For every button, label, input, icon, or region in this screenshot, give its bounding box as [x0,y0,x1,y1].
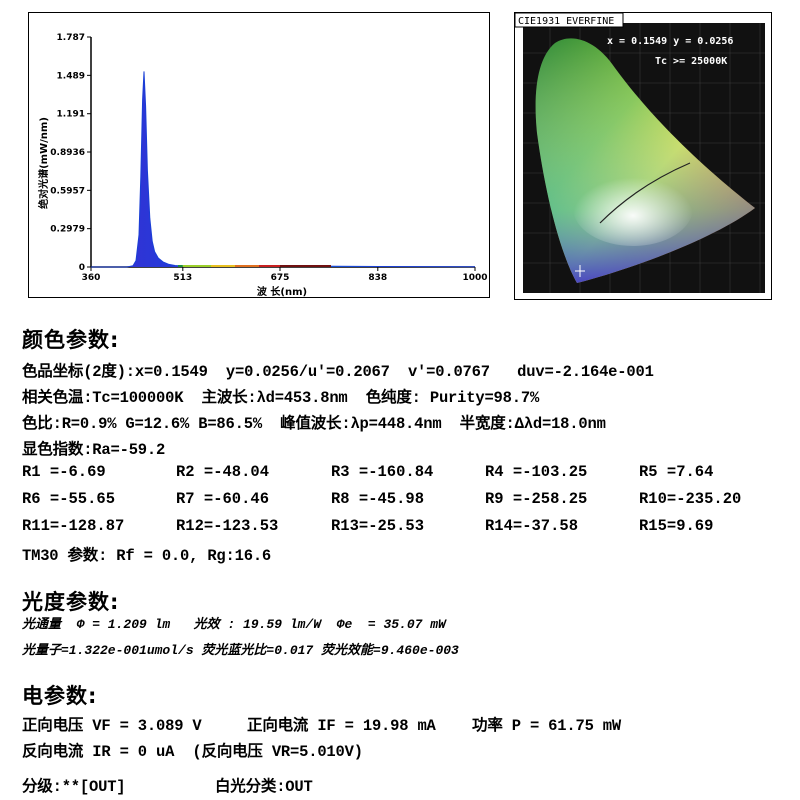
chromaticity-line: 色品坐标(2度):x=0.1549 y=0.0256/u'=0.2067 v'=… [22,363,654,381]
spectrum-svg: 绝对光谱(mW/nm) 波 长(nm) 1.787 1.489 1.191 0.893… [37,33,488,298]
r-value: R9 =-258.25 [485,490,588,508]
color-section-title: 颜色参数: [22,328,120,352]
r-value: R11=-128.87 [22,517,125,535]
r-value: R6 =-55.65 [22,490,116,508]
y-tick-label: 0.8936 [50,148,85,158]
x-tick-label: 838 [368,273,387,283]
measurement-marker [575,265,585,277]
luminous-flux-line: 光通量 Φ = 1.209 lm 光效 : 19.59 lm/W Φe = 35… [22,617,446,632]
tm30-line: TM30 参数: Rf = 0.0, Rg:16.6 [22,547,272,565]
white-class-label: 白光分类:OUT [215,778,313,796]
r-value: R3 =-160.84 [331,463,434,481]
electrical-section-title: 电参数: [22,684,98,708]
r-value: R8 =-45.98 [331,490,425,508]
r-value: R14=-37.58 [485,517,579,535]
cie-svg: CIE1931 EVERFINE x = 0.1549 y = 0.0256 T… [515,13,765,293]
cie-title: CIE1931 EVERFINE [518,16,614,27]
x-tick-label: 360 [82,273,101,283]
spectral-band [211,265,235,267]
x-tick-label: 675 [271,273,290,283]
y-tick-label: 1.489 [57,71,85,81]
ra-line: 显色指数:Ra=-59.2 [22,441,166,459]
x-tick-label: 1000 [462,273,487,283]
color-ratio-line: 色比:R=0.9% G=12.6% B=86.5% 峰值波长:λp=448.4n… [22,415,606,433]
y-tick-label: 1.191 [57,110,85,120]
spectrum-ylabel: 绝对光谱(mW/nm) [37,117,50,209]
y-tick-label: 0 [79,263,85,273]
y-tick-label: 1.787 [57,33,85,43]
spectrum-xlabel: 波 长(nm) [257,285,307,298]
r-value: R5 =7.64 [639,463,714,481]
y-tick-label: 0.5957 [50,186,85,196]
forward-line: 正向电压 VF = 3.089 V 正向电流 IF = 19.98 mA 功率 … [22,717,621,735]
r-value: R7 =-60.46 [176,490,270,508]
spectral-band [280,265,331,267]
cie-coords: x = 0.1549 y = 0.0256 [607,36,733,47]
r-value: R12=-123.53 [176,517,279,535]
r-value: R10=-235.20 [639,490,742,508]
spectral-band [259,265,280,267]
spectral-band [178,265,183,267]
r-value: R4 =-103.25 [485,463,588,481]
spectrum-chart: 绝对光谱(mW/nm) 波 长(nm) 1.787 1.489 1.191 0.893… [28,12,490,298]
cie-diagram: CIE1931 EVERFINE x = 0.1549 y = 0.0256 T… [514,12,772,300]
spectrum-area [91,71,475,268]
y-tick-label: 0.2979 [50,225,85,235]
spectral-band [182,265,211,267]
x-tick-label: 513 [173,273,192,283]
r-value: R15=9.69 [639,517,714,535]
r-value: R13=-25.53 [331,517,425,535]
r-value: R2 =-48.04 [176,463,270,481]
photometric-section-title: 光度参数: [22,590,120,614]
cie-tc: Tc >= 25000K [655,56,727,67]
planckian-locus [599,162,691,224]
spectral-band [235,265,259,267]
cct-line: 相关色温:Tc=100000K 主波长:λd=453.8nm 色纯度: Puri… [22,389,540,407]
photon-line: 光量子=1.322e-001umol/s 荧光蓝光比=0.017 荧光效能=9.… [22,643,459,658]
r-value: R1 =-6.69 [22,463,106,481]
reverse-line: 反向电流 IR = 0 uA (反向电压 VR=5.010V) [22,743,363,761]
grade-label: 分级:**[OUT] [22,778,126,796]
